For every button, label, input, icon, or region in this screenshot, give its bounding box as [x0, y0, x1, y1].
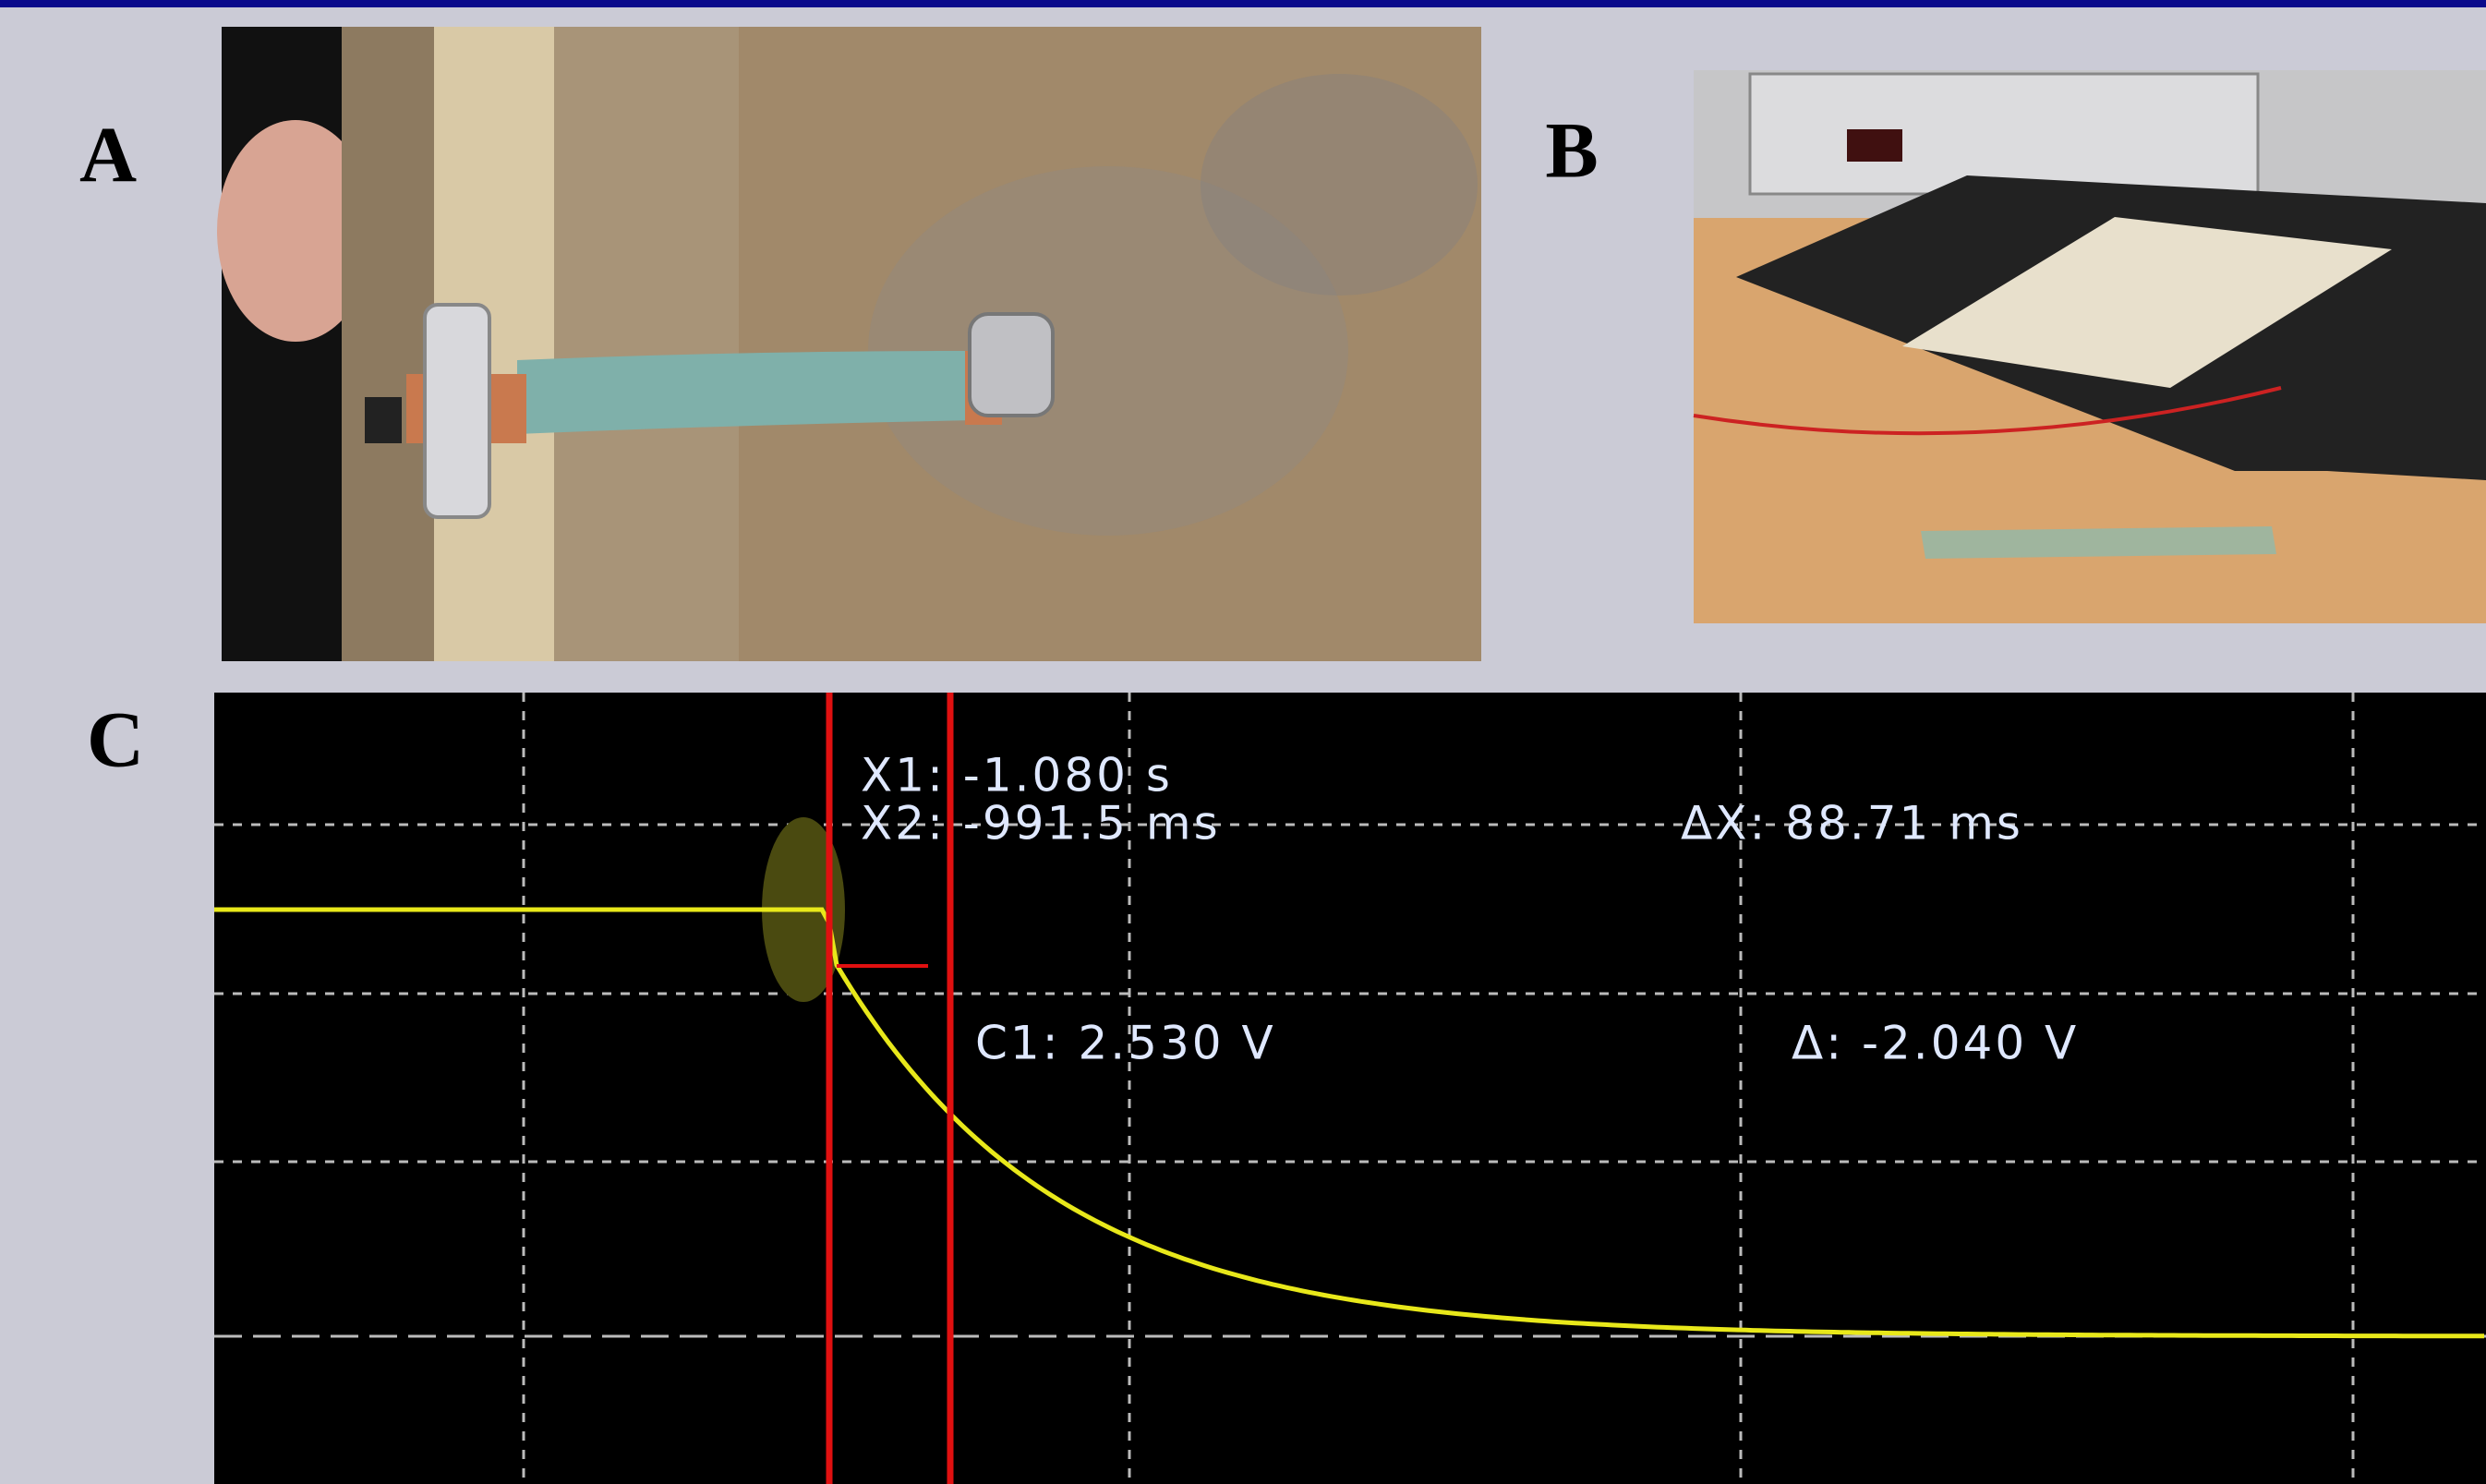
panel-label: B: [1545, 106, 1598, 195]
figure: X1: -1.080 s X2: -991.5 ms ΔX: 88.71 ms …: [0, 0, 2486, 1484]
readout-dx: ΔX: 88.71 ms: [1681, 797, 2023, 851]
readout-c1: C1: 2.530 V: [975, 1017, 1276, 1070]
readout-x1: X1: -1.080 s: [861, 749, 1173, 802]
scope-screen: X1: -1.080 s X2: -991.5 ms ΔX: 88.71 ms …: [214, 693, 2486, 1484]
top-bar: [0, 0, 2486, 7]
photo-a: [217, 27, 1481, 661]
readout-dv: Δ: -2.040 V: [1792, 1017, 2079, 1070]
panel-label: A: [79, 111, 137, 199]
readout-x2: X2: -991.5 ms: [861, 797, 1221, 851]
photo-b: [1694, 70, 2486, 623]
panel-label: C: [87, 695, 144, 784]
